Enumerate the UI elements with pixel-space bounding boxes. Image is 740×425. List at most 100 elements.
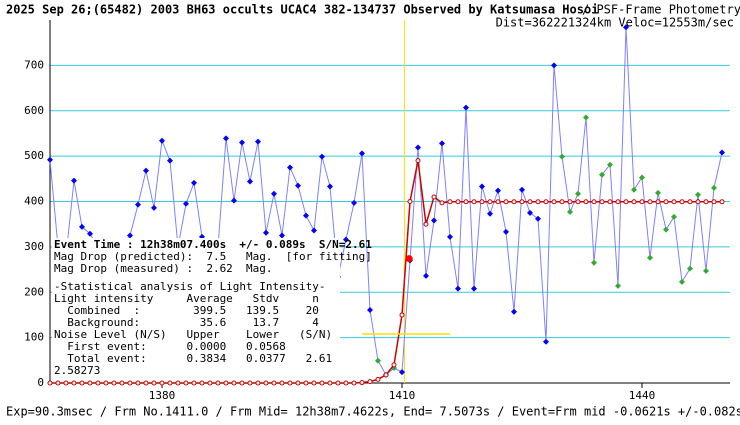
data-point (47, 156, 53, 163)
event-point (405, 255, 413, 263)
data-point (191, 179, 197, 186)
data-point (311, 380, 317, 386)
data-point (423, 272, 429, 279)
annotation: First event: 0.0000 0.0568 (54, 340, 286, 353)
data-point (711, 199, 717, 205)
y-tick-label: 0 (37, 376, 44, 389)
data-point (591, 259, 597, 266)
data-point (55, 380, 61, 386)
data-point (111, 380, 117, 386)
data-point (407, 199, 413, 204)
data-point (487, 199, 493, 205)
data-point (687, 199, 693, 205)
data-point (463, 104, 469, 111)
data-point (231, 380, 237, 386)
data-point (543, 199, 549, 205)
y-tick-label: 200 (24, 285, 44, 298)
y-tick-label: 300 (24, 240, 44, 253)
data-point (359, 150, 365, 157)
data-point (87, 380, 93, 386)
data-point (519, 186, 525, 193)
data-point (159, 380, 165, 386)
data-point (503, 199, 509, 205)
data-point (271, 190, 277, 197)
data-point (663, 199, 669, 205)
annotation: 2.58273 (54, 364, 100, 377)
chart-subtitle: / PSF-Frame Photometry / (582, 3, 740, 17)
data-point (479, 183, 485, 190)
data-point (551, 62, 557, 69)
data-point (399, 312, 405, 318)
data-point (527, 209, 533, 216)
data-point (431, 217, 437, 224)
data-point (335, 380, 341, 386)
data-point (247, 380, 253, 386)
data-point (135, 201, 141, 208)
data-point (327, 183, 333, 190)
data-point (607, 199, 613, 205)
data-point (351, 380, 357, 386)
annotation: Mag Drop (measured) : 2.62 Mag. (54, 262, 273, 275)
data-point (583, 114, 589, 121)
data-point (527, 199, 533, 205)
data-point (655, 199, 661, 205)
data-point (279, 232, 285, 239)
data-point (695, 199, 701, 205)
data-point (263, 229, 269, 236)
x-tick-label: 1380 (149, 389, 176, 402)
annotation: Noise Level (N/S) Upper Lower (S/N) (54, 328, 332, 341)
data-point (471, 199, 477, 205)
data-point (631, 199, 637, 205)
data-point (375, 376, 381, 382)
data-point (535, 215, 541, 222)
data-point (343, 380, 349, 386)
data-point (47, 380, 53, 386)
data-point (623, 24, 629, 31)
data-point (271, 380, 277, 386)
data-point (247, 178, 253, 185)
data-point (639, 199, 645, 205)
data-point (511, 308, 517, 315)
data-point (223, 135, 229, 142)
data-point (183, 380, 189, 386)
data-point (439, 140, 445, 147)
data-point (71, 380, 77, 386)
data-point (487, 210, 493, 217)
data-point (671, 199, 677, 205)
data-point (639, 174, 645, 181)
data-point (367, 379, 373, 385)
chart-footer: Exp=90.3msec / Frm No.1411.0 / Frm Mid= … (6, 405, 740, 419)
data-point (159, 137, 165, 144)
data-point (703, 267, 709, 274)
data-point (127, 232, 133, 239)
data-point (95, 380, 101, 386)
data-point (343, 236, 349, 243)
data-point (151, 204, 157, 211)
data-point (223, 380, 229, 386)
data-point (479, 199, 485, 205)
data-point (455, 285, 461, 292)
data-point (143, 167, 149, 174)
x-tick-label: 1440 (629, 389, 656, 402)
data-point (647, 199, 653, 205)
data-point (679, 278, 685, 285)
annotation: Total event: 0.3834 0.0377 2.61 (54, 352, 332, 365)
annotation-box (52, 238, 340, 378)
data-point (463, 199, 469, 205)
data-point (695, 191, 701, 198)
data-point (383, 372, 389, 378)
data-point (439, 200, 445, 206)
data-point (679, 199, 685, 205)
data-point (79, 223, 85, 230)
y-tick-label: 700 (24, 58, 44, 71)
data-point (103, 380, 109, 386)
data-point (87, 230, 93, 237)
data-point (711, 184, 717, 191)
data-point (503, 228, 509, 235)
data-point (231, 197, 237, 204)
data-point (623, 199, 629, 205)
data-point (455, 199, 461, 205)
data-point (615, 199, 621, 205)
data-point (583, 199, 589, 205)
